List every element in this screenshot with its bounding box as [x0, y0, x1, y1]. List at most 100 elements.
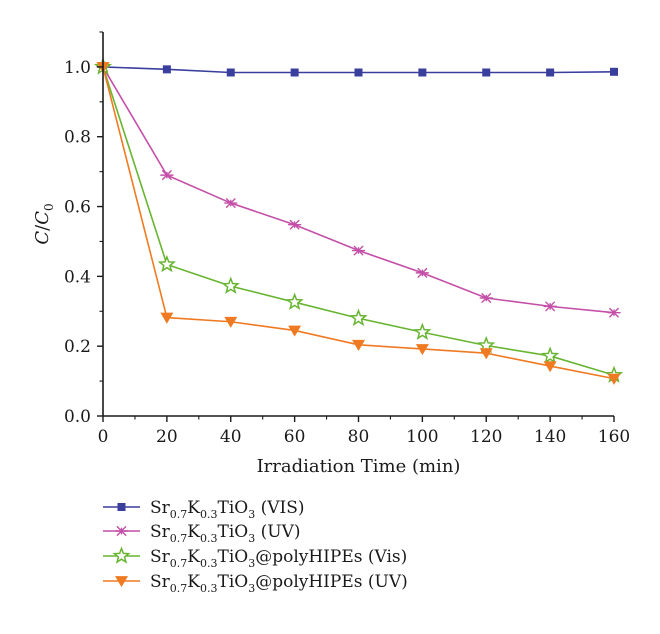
legend-label-part: 3 [248, 557, 255, 570]
data-point [349, 308, 368, 327]
data-point [287, 219, 302, 230]
legend-label-part: 0.3 [200, 557, 218, 570]
legend-label-part: Sr [150, 522, 171, 542]
x-tick-label: 160 [598, 427, 630, 447]
y-axis-title-part: C [32, 211, 53, 225]
x-axis-title: Irradiation Time (min) [257, 456, 461, 477]
x-tick-label: 0 [98, 427, 109, 447]
y-tick-label: 0.2 [64, 337, 91, 357]
y-axis-title-part: / [32, 224, 53, 231]
data-point [543, 301, 557, 312]
legend-label-part: 0.7 [170, 532, 188, 545]
legend-label: Sr0.7K0.3TiO3 (UV) [150, 522, 300, 545]
series-3 [96, 62, 621, 385]
legend-label-part: K [187, 498, 200, 518]
data-point [415, 344, 429, 356]
data-point [160, 312, 174, 324]
data-point [224, 198, 238, 208]
legend-marker [114, 526, 129, 536]
data-point [290, 68, 299, 77]
y-tick-label: 0.0 [64, 407, 91, 427]
data-point [162, 65, 171, 74]
data-point [352, 339, 365, 351]
series-line [102, 66, 615, 376]
legend-item: Sr0.7K0.3TiO3@polyHIPEs (UV) [103, 572, 408, 595]
x-tick-label: 60 [284, 427, 306, 447]
legend-label-part: 0.7 [170, 508, 188, 521]
legend-label-part: 0.7 [170, 582, 188, 595]
data-point [543, 361, 557, 373]
legend-label-part: Sr [150, 572, 171, 592]
legend-label: Sr0.7K0.3TiO3@polyHIPEs (Vis) [150, 547, 407, 570]
legend-label-part: 0.3 [200, 532, 218, 545]
y-axis-title-part: C [32, 231, 53, 245]
legend-label-part: @polyHIPEs (Vis) [255, 547, 407, 567]
legend-label-part: TiO [217, 572, 248, 592]
legend-label-part: @polyHIPEs (UV) [255, 572, 408, 592]
data-point [610, 67, 618, 76]
y-tick-label: 0.8 [64, 128, 91, 148]
data-point [351, 245, 366, 256]
data-point [413, 322, 432, 340]
data-point [288, 325, 302, 337]
legend-marker [115, 576, 128, 588]
data-point [224, 316, 238, 328]
series-line [102, 66, 615, 380]
legend-item: Sr0.7K0.3TiO3 (VIS) [103, 498, 305, 521]
legend-label-part: 3 [248, 532, 255, 545]
legend-label-part: 3 [248, 508, 255, 521]
legend-label-part: (UV) [255, 522, 300, 542]
legend-label-part: K [187, 547, 200, 567]
plot-area [93, 57, 624, 385]
data-point [607, 373, 621, 385]
data-point [354, 68, 363, 77]
legend-label-part: TiO [217, 522, 248, 542]
legend-label: Sr0.7K0.3TiO3 (VIS) [150, 498, 305, 521]
series-2 [93, 57, 624, 383]
x-tick-label: 140 [534, 427, 566, 447]
data-point [479, 293, 493, 303]
legend-label: Sr0.7K0.3TiO3@polyHIPEs (UV) [150, 572, 408, 595]
x-tick-label: 40 [220, 427, 242, 447]
legend: Sr0.7K0.3TiO3 (VIS)Sr0.7K0.3TiO3 (UV)Sr0… [103, 498, 408, 595]
legend-label-part: 3 [248, 582, 255, 595]
axes: 0 20 40 60 80 100 120 140 160 0.0 0.2 0.4 0.6 0.8 1.0 I… [32, 31, 630, 477]
series-line [102, 66, 615, 314]
data-point [482, 68, 491, 77]
y-axis-title: C/C0 [32, 203, 56, 244]
data-point [415, 267, 430, 278]
y-tick-label: 0.4 [64, 267, 91, 287]
data-point [540, 346, 560, 364]
y-tick-label: 1.0 [64, 58, 91, 78]
series-1 [96, 62, 621, 318]
legend-item: Sr0.7K0.3TiO3@polyHIPEs (Vis) [103, 546, 407, 570]
x-tick-label: 100 [406, 427, 438, 447]
data-point [418, 68, 427, 77]
data-point [221, 276, 240, 294]
legend-label-part: TiO [217, 547, 248, 567]
data-point [157, 254, 177, 273]
data-point [226, 68, 235, 77]
data-point [479, 348, 493, 360]
data-point [546, 68, 555, 77]
series-0 [99, 62, 618, 77]
data-point [160, 170, 174, 181]
legend-label-part: 0.3 [200, 508, 218, 521]
legend-label-part: K [187, 522, 200, 542]
legend-label-part: K [187, 572, 200, 592]
data-point [285, 292, 304, 310]
legend-item: Sr0.7K0.3TiO3 (UV) [103, 522, 300, 545]
legend-label-part: 0.3 [200, 582, 218, 595]
legend-label-part: TiO [217, 498, 248, 518]
legend-marker [112, 546, 131, 564]
legend-marker [117, 503, 126, 511]
legend-label-part: Sr [150, 498, 171, 518]
data-point [607, 307, 621, 318]
x-tick-label: 80 [348, 427, 370, 447]
x-tick-label: 120 [470, 427, 502, 447]
x-tick-label: 20 [156, 427, 178, 447]
y-axis-title-subscript: 0 [42, 203, 56, 211]
y-tick-label: 0.6 [64, 198, 91, 218]
